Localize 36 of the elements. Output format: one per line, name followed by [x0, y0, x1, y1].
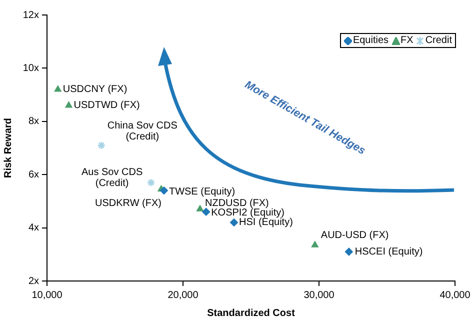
annotation: AUD-USD (FX)	[320, 230, 389, 241]
annotation: USDCNY (FX)	[62, 84, 128, 96]
y-tick-label: 4x	[28, 222, 39, 234]
point	[230, 218, 238, 226]
y-axis-title: Risk Reward	[2, 118, 14, 178]
y-tick-label: 8x	[28, 116, 39, 128]
point	[202, 208, 210, 216]
x-tick-label: 40,000	[440, 290, 471, 301]
annotation: USDKRW (FX)	[95, 198, 162, 209]
y-tick-label: 6x	[28, 169, 39, 180]
point	[344, 248, 353, 256]
annotation: KOSPI2 (Equity)	[211, 208, 284, 219]
point	[97, 141, 106, 150]
point	[65, 101, 72, 108]
annotation: HSCEI (Equity)	[354, 246, 423, 258]
legend-label: Equities	[352, 35, 389, 46]
annotation: USDTWD (FX)	[74, 100, 140, 112]
point	[146, 178, 156, 187]
annotation: NZDUSD (FX)	[205, 198, 269, 209]
x-tick-label: 20,000	[168, 290, 199, 301]
annotation: Aus Sov CDS (Credit)	[81, 166, 143, 189]
legend-label: FX	[400, 35, 414, 46]
point	[54, 85, 62, 92]
annotation: HSI (Equity)	[239, 217, 293, 228]
y-tick-label: 2x	[28, 276, 39, 287]
x-axis-title: Standardized Cost	[207, 308, 296, 319]
annotation: China Sov CDS (Credit)	[107, 120, 178, 143]
annotation: TWSE (Equity)	[168, 186, 236, 198]
legend-label: Credit	[425, 35, 452, 46]
y-tick-label: 10x	[22, 62, 39, 74]
x-tick-label: 10,000	[32, 290, 63, 301]
y-tick-label: 12x	[22, 10, 39, 21]
x-tick-label: 30,000	[304, 290, 335, 301]
point	[160, 186, 168, 195]
point	[311, 241, 318, 248]
point	[196, 205, 204, 212]
